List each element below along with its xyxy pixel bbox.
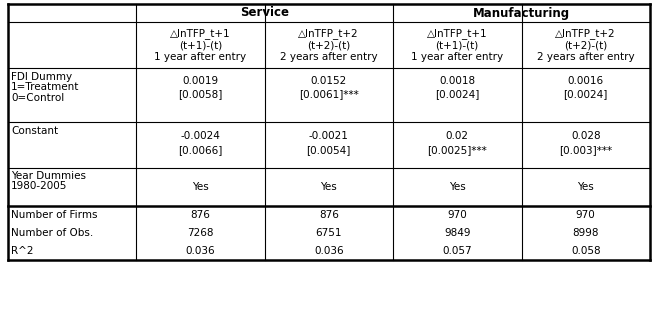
Text: [0.0024]: [0.0024] [563, 89, 608, 99]
Text: -0.0024: -0.0024 [180, 131, 220, 141]
Text: 0.0152: 0.0152 [311, 76, 347, 86]
Text: 7268: 7268 [187, 228, 213, 238]
Text: 0.057: 0.057 [442, 246, 472, 256]
Text: Service: Service [240, 6, 289, 19]
Text: 1980-2005: 1980-2005 [11, 181, 67, 191]
Text: 1 year after entry: 1 year after entry [411, 52, 503, 62]
Text: (t+2)-(t): (t+2)-(t) [307, 40, 350, 50]
Text: 0.02: 0.02 [445, 131, 468, 141]
Text: 0.0016: 0.0016 [568, 76, 604, 86]
Text: 876: 876 [190, 210, 210, 220]
Text: 0.0019: 0.0019 [182, 76, 218, 86]
Text: Number of Obs.: Number of Obs. [11, 228, 93, 238]
Text: [0.0025]***: [0.0025]*** [428, 145, 487, 155]
Text: 8998: 8998 [572, 228, 599, 238]
Text: [0.0058]: [0.0058] [178, 89, 222, 99]
Text: 1 year after entry: 1 year after entry [154, 52, 246, 62]
Text: Yes: Yes [577, 182, 594, 192]
Text: 0.036: 0.036 [186, 246, 215, 256]
Text: 9849: 9849 [444, 228, 470, 238]
Text: [0.0066]: [0.0066] [178, 145, 222, 155]
Text: Manufacturing: Manufacturing [473, 6, 570, 19]
Text: [0.0024]: [0.0024] [435, 89, 480, 99]
Text: 2 years after entry: 2 years after entry [280, 52, 378, 62]
Text: 876: 876 [319, 210, 339, 220]
Text: [0.003]***: [0.003]*** [559, 145, 613, 155]
Text: 0=Control: 0=Control [11, 93, 64, 103]
Text: 0.028: 0.028 [571, 131, 601, 141]
Text: -0.0021: -0.0021 [309, 131, 349, 141]
Text: 0.058: 0.058 [571, 246, 601, 256]
Text: FDI Dummy: FDI Dummy [11, 72, 72, 82]
Text: △lnTFP_t+2: △lnTFP_t+2 [299, 28, 359, 39]
Text: Yes: Yes [320, 182, 337, 192]
Text: Year Dummies: Year Dummies [11, 171, 86, 180]
Text: 2 years after entry: 2 years after entry [537, 52, 634, 62]
Text: 970: 970 [447, 210, 467, 220]
Text: 0.0018: 0.0018 [439, 76, 475, 86]
Text: R^2: R^2 [11, 246, 34, 256]
Text: Number of Firms: Number of Firms [11, 210, 97, 220]
Text: Constant: Constant [11, 126, 58, 136]
Text: (t+1)-(t): (t+1)-(t) [436, 40, 479, 50]
Text: △lnTFP_t+2: △lnTFP_t+2 [555, 28, 616, 39]
Text: (t+1)-(t): (t+1)-(t) [178, 40, 222, 50]
Text: [0.0054]: [0.0054] [307, 145, 351, 155]
Text: △lnTFP_t+1: △lnTFP_t+1 [170, 28, 230, 39]
Text: Yes: Yes [192, 182, 209, 192]
Text: 970: 970 [576, 210, 595, 220]
Text: △lnTFP_t+1: △lnTFP_t+1 [427, 28, 488, 39]
Text: (t+2)-(t): (t+2)-(t) [564, 40, 607, 50]
Text: Yes: Yes [449, 182, 466, 192]
Text: 1=Treatment: 1=Treatment [11, 82, 80, 92]
Text: [0.0061]***: [0.0061]*** [299, 89, 359, 99]
Text: 6751: 6751 [315, 228, 342, 238]
Text: 0.036: 0.036 [314, 246, 343, 256]
